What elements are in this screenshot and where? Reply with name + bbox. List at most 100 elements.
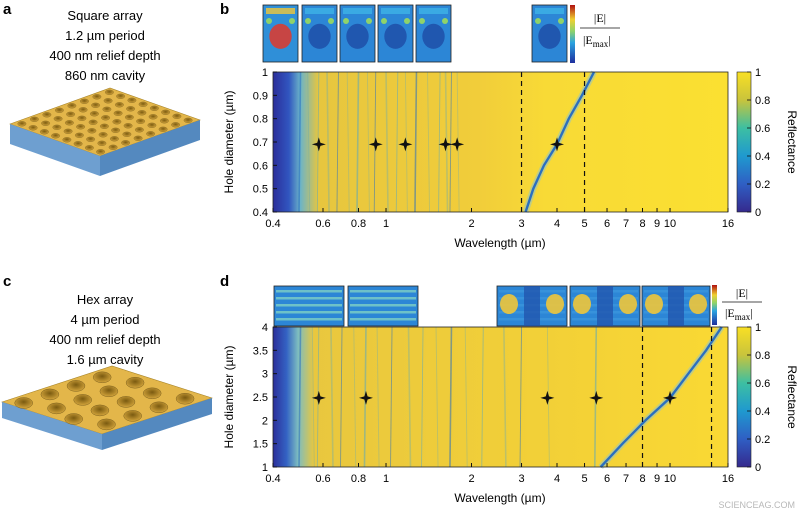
array-hole bbox=[123, 123, 133, 129]
x-tick-label: 4 bbox=[554, 473, 560, 485]
mode-streak bbox=[390, 326, 393, 468]
star-marker bbox=[438, 137, 453, 152]
array-hole bbox=[85, 145, 94, 151]
array-hole bbox=[111, 127, 121, 133]
x-tick-label: 1 bbox=[383, 473, 389, 485]
panel-d-letter: d bbox=[220, 273, 229, 290]
array-hole bbox=[92, 371, 112, 384]
x-tick-label: 2 bbox=[468, 473, 474, 485]
panel-b-letter: b bbox=[220, 1, 229, 18]
array-hole bbox=[14, 397, 33, 409]
array-hole bbox=[123, 410, 142, 422]
array-hole bbox=[124, 114, 134, 120]
colorbar-tick-label: 0.8 bbox=[755, 95, 770, 107]
array-hole bbox=[159, 118, 169, 124]
array-hole bbox=[40, 129, 49, 135]
x-tick-label: 16 bbox=[722, 473, 734, 485]
panel-d-field-colorbar bbox=[712, 285, 717, 325]
array-hole bbox=[171, 122, 181, 128]
panel-d-field-legend: |E| |Emax| bbox=[712, 285, 762, 325]
array-hole bbox=[92, 94, 102, 100]
array-hole bbox=[41, 120, 50, 126]
star-marker bbox=[368, 137, 383, 152]
panel-c-line-1: Hex array bbox=[77, 292, 134, 307]
array-hole bbox=[99, 385, 119, 398]
panel-b-axes: 0.4 0.6 0.8 1 2 3 4 5 6 7 8 9 10 16 0.4 0.5 0.6 0.7 0.8 0.9… bbox=[253, 67, 734, 230]
x-tick-label: 0.8 bbox=[351, 473, 366, 485]
array-hole bbox=[146, 131, 156, 137]
field-inset bbox=[273, 285, 345, 327]
hex-array-front-face bbox=[2, 402, 102, 450]
field-inset bbox=[262, 4, 299, 63]
star-marker bbox=[450, 137, 465, 152]
panel-b-legend-denominator: |Emax| bbox=[583, 33, 611, 49]
array-hole bbox=[105, 89, 114, 95]
star-marker bbox=[358, 390, 373, 405]
panel-b-field-colorbar bbox=[570, 5, 575, 63]
field-inset bbox=[339, 4, 376, 63]
x-tick-label: 0.6 bbox=[315, 473, 330, 485]
x-tick-label: 9 bbox=[654, 473, 660, 485]
panel-d-colorbar-gradient bbox=[736, 326, 752, 468]
array-hole bbox=[147, 122, 157, 128]
panel-a-line-2: 1.2 µm period bbox=[65, 28, 145, 43]
panel-b-colorbar: 0 0.2 0.4 0.6 0.8 1 Reflectance bbox=[736, 67, 799, 219]
array-hole bbox=[125, 376, 145, 389]
x-tick-label: 5 bbox=[581, 218, 587, 230]
mode-streak bbox=[519, 326, 522, 468]
mode-streak bbox=[435, 326, 439, 468]
colorbar-tick-label: 0 bbox=[755, 462, 761, 474]
mode-streak bbox=[340, 326, 343, 468]
array-hole bbox=[113, 110, 123, 116]
array-hole bbox=[137, 110, 147, 116]
colorbar-tick-label: 0.4 bbox=[755, 151, 770, 163]
mode-streak bbox=[395, 71, 399, 213]
array-hole bbox=[136, 118, 146, 124]
array-hole bbox=[75, 132, 84, 138]
y-tick-label: 0.6 bbox=[253, 160, 268, 172]
array-hole bbox=[51, 133, 60, 139]
x-tick-label: 10 bbox=[664, 473, 676, 485]
array-hole bbox=[65, 120, 74, 126]
panel-a-line-3: 400 nm relief depth bbox=[49, 48, 160, 63]
hex-array-holes bbox=[14, 371, 195, 431]
array-hole bbox=[97, 418, 116, 431]
panel-d-colorbar-label: Reflectance bbox=[785, 365, 799, 429]
array-hole bbox=[63, 128, 73, 134]
x-tick-label: 0.4 bbox=[265, 218, 280, 230]
x-tick-label: 7 bbox=[623, 218, 629, 230]
mode-streak bbox=[407, 326, 412, 468]
star-marker bbox=[311, 137, 326, 152]
panel-d-plot-area bbox=[272, 325, 729, 470]
field-inset bbox=[641, 285, 711, 327]
array-hole bbox=[91, 102, 101, 108]
mode-streak bbox=[330, 326, 334, 468]
y-tick-label: 1.5 bbox=[253, 439, 268, 451]
panel-b-markers bbox=[311, 137, 565, 152]
mode-streak bbox=[385, 71, 389, 213]
y-tick-label: 0.9 bbox=[253, 90, 268, 102]
field-inset bbox=[496, 285, 568, 327]
colorbar-tick-label: 0.2 bbox=[755, 434, 770, 446]
mode-streak bbox=[346, 71, 350, 213]
colorbar-tick-label: 0.2 bbox=[755, 179, 770, 191]
x-tick-label: 9 bbox=[654, 218, 660, 230]
y-tick-label: 0.5 bbox=[253, 184, 268, 196]
mode-streak bbox=[427, 71, 430, 213]
array-hole bbox=[86, 136, 96, 142]
mode-streak bbox=[449, 326, 453, 468]
hex-array-model bbox=[1, 365, 213, 450]
panel-a-description: Square array 1.2 µm period 400 nm relief… bbox=[49, 8, 160, 83]
array-hole bbox=[40, 388, 60, 401]
array-hole bbox=[98, 132, 108, 138]
array-hole bbox=[88, 119, 98, 125]
x-tick-label: 10 bbox=[664, 218, 676, 230]
panel-c-line-4: 1.6 µm cavity bbox=[67, 352, 144, 367]
mode-streak bbox=[414, 71, 418, 213]
panel-d-colorbar-ticks: 0 0.2 0.4 0.6 0.8 1 bbox=[747, 322, 770, 474]
colorbar-tick-label: 0.8 bbox=[755, 350, 770, 362]
array-hole bbox=[17, 121, 27, 127]
array-hole bbox=[42, 112, 52, 118]
mode-streak bbox=[438, 71, 441, 213]
x-tick-label: 5 bbox=[581, 473, 587, 485]
